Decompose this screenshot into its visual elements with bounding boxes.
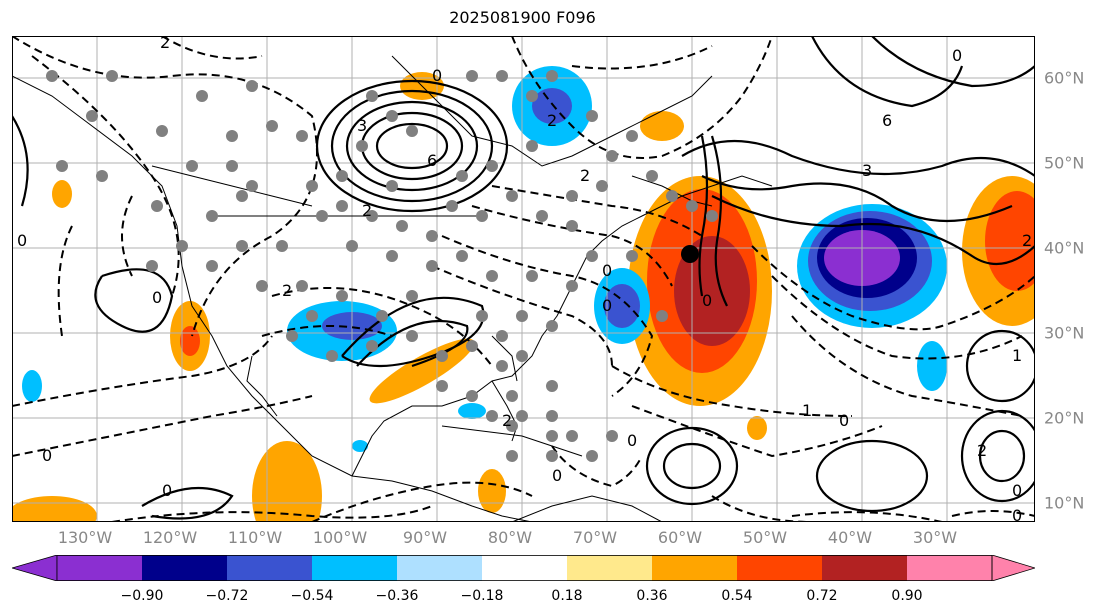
contour-label: 2 xyxy=(502,411,512,430)
contour-label: 3 xyxy=(357,116,367,135)
colorbar-tick-label: 0.18 xyxy=(551,588,583,604)
contour-label: 2 xyxy=(362,201,372,220)
lon-label: 60°W xyxy=(657,528,703,547)
contour-label: 0 xyxy=(152,288,162,307)
lon-label: 120°W xyxy=(142,528,198,547)
colorbar-tick-label: 0.54 xyxy=(721,588,753,604)
lat-label: 50°N xyxy=(1044,153,1085,173)
colorbar-bin xyxy=(142,555,227,581)
colorbar-tick-label: −0.36 xyxy=(375,588,419,604)
colorbar-bin xyxy=(397,555,482,581)
colorbar xyxy=(12,555,1035,581)
colorbar-low-extend xyxy=(12,555,58,581)
atlantic-south-negative-anomaly xyxy=(917,341,947,391)
lat-label: 30°N xyxy=(1044,323,1085,343)
lon-label: 70°W xyxy=(572,528,618,547)
lon-label: 30°W xyxy=(912,528,958,547)
colorbar-bin xyxy=(737,555,822,581)
westcoast-negative-anomaly xyxy=(22,370,42,402)
contour-label: 2 xyxy=(547,111,557,130)
map-title: 2025081900 F096 xyxy=(449,8,596,27)
contour-label: 6 xyxy=(882,111,892,130)
contour-label: 0 xyxy=(552,466,562,485)
colorbar-tick-label: −0.54 xyxy=(290,588,334,604)
small-positive-anomaly xyxy=(747,416,767,440)
colorbar-tick-label: 0.36 xyxy=(636,588,668,604)
lat-label: 20°N xyxy=(1044,408,1085,428)
contour-label: 0 xyxy=(602,261,612,280)
colorbar-high-extend xyxy=(991,555,1035,581)
east-positive-anomaly-core xyxy=(985,191,1035,291)
lat-label: 60°N xyxy=(1044,68,1085,88)
contour-label: 2 xyxy=(282,281,292,300)
caribbean-positive-anomaly xyxy=(478,469,506,513)
station-dots xyxy=(46,70,718,462)
small-negative-anomaly xyxy=(352,440,368,452)
contour-label: 0 xyxy=(602,296,612,315)
contour-label: 0 xyxy=(17,231,27,250)
colorbar-bin xyxy=(312,555,397,581)
colorbar-tick-label: −0.90 xyxy=(120,588,164,604)
contour-label: 0 xyxy=(952,46,962,65)
contour-label: 0 xyxy=(1012,506,1022,522)
colorbar-bin xyxy=(227,555,312,581)
contour-label: 0 xyxy=(432,66,442,85)
contour-label: 0 xyxy=(42,446,52,465)
lon-label: 100°W xyxy=(312,528,368,547)
contour-label: 1 xyxy=(802,401,812,420)
contour-label: 0 xyxy=(162,481,172,500)
colorbar-frame xyxy=(56,555,993,581)
contour-label: 2 xyxy=(977,441,987,460)
colorbar-tick-label: −0.72 xyxy=(205,588,249,604)
colorbar-tick-label: −0.18 xyxy=(460,588,504,604)
contour-label: 2 xyxy=(580,166,590,185)
lat-label: 10°N xyxy=(1044,493,1085,513)
colorbar-bin xyxy=(567,555,652,581)
map-panel: 2 0 3 6 2 2 2 0 0 0 0 0 2 6 0 3 0 1 2 1 … xyxy=(12,36,1035,522)
contour-label: 1 xyxy=(1012,346,1022,365)
storm-center-marker xyxy=(681,245,699,263)
contour-labels: 2 0 3 6 2 2 2 0 0 0 0 0 2 6 0 3 0 1 2 1 … xyxy=(17,36,1032,522)
pacific-nw-positive-anomaly xyxy=(52,180,72,208)
contour-label: 0 xyxy=(1012,481,1022,500)
colorbar-tick-label: 0.72 xyxy=(806,588,838,604)
labrador-positive-anomaly xyxy=(640,111,684,141)
coastlines xyxy=(12,55,773,522)
atlantic-positive-anomaly-core xyxy=(674,236,750,346)
pacific-positive-anomaly-core xyxy=(180,326,200,356)
colorbar-bin xyxy=(822,555,907,581)
west-atlantic-negative-anomaly-core xyxy=(604,284,640,328)
contour-label: 0 xyxy=(627,431,637,450)
colorbar-bin xyxy=(907,555,992,581)
gulf-positive-anomaly xyxy=(369,338,475,404)
contour-label: 2 xyxy=(1022,231,1032,250)
lon-label: 40°W xyxy=(827,528,873,547)
contour-label: 0 xyxy=(839,411,849,430)
caribbean-negative-anomaly xyxy=(458,403,486,419)
contour-label: 0 xyxy=(702,291,712,310)
map-frame xyxy=(12,36,1035,522)
mexico-positive-anomaly xyxy=(252,441,322,522)
contour-label: 6 xyxy=(427,151,437,170)
lon-label: 130°W xyxy=(57,528,113,547)
lat-label: 40°N xyxy=(1044,238,1085,258)
colorbar-bin xyxy=(57,555,142,581)
graticule xyxy=(12,36,1035,522)
lon-label: 50°W xyxy=(742,528,788,547)
lon-label: 80°W xyxy=(487,528,533,547)
colorbar-bin xyxy=(482,555,567,581)
solid-contours xyxy=(12,36,1035,520)
lon-label: 110°W xyxy=(227,528,283,547)
contour-label: 2 xyxy=(160,36,170,52)
contour-label: 3 xyxy=(862,161,872,180)
colorbar-bin xyxy=(652,555,737,581)
colorbar-tick-label: 0.90 xyxy=(891,588,923,604)
lon-label: 90°W xyxy=(402,528,448,547)
